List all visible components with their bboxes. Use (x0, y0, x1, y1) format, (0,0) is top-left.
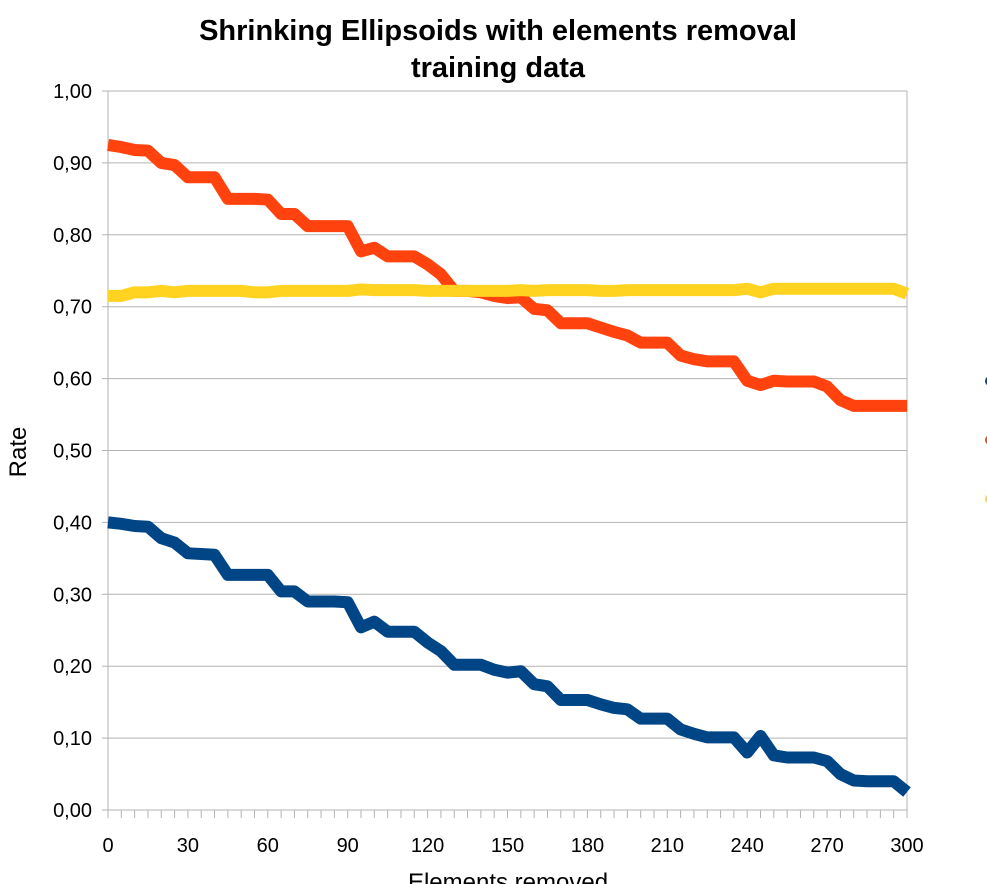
x-axis-label: Elements removed (408, 869, 608, 884)
chart-title-line-2: training data (411, 52, 586, 84)
axes (102, 90, 908, 818)
x-tick-label: 120 (411, 835, 444, 857)
x-tick-label: 210 (651, 835, 684, 857)
x-tick-label: 60 (257, 835, 279, 857)
gridlines (108, 90, 908, 811)
x-tick-label: 90 (337, 835, 359, 857)
x-tick-labels: 0 30 60 90 120 150 180 210 240 270 300 (102, 835, 923, 857)
y-tick-label: 0,90 (53, 153, 92, 175)
y-tick-label: 0,40 (53, 512, 92, 534)
y-axis-label: Rate (5, 427, 32, 478)
y-tick-labels: 0,00 0,10 0,20 0,30 0,40 0,50 0,60 0,70 0,80 0,90… (53, 81, 92, 822)
y-tick-label: 0,80 (53, 225, 92, 247)
y-tick-label: 0,20 (53, 656, 92, 678)
x-tick-label: 30 (177, 835, 199, 857)
x-tick-label: 240 (731, 835, 764, 857)
x-tick-label: 270 (810, 835, 843, 857)
x-tick-label: 300 (890, 835, 923, 857)
series-line-3 (108, 282, 910, 302)
y-tick-label: 0,50 (53, 441, 92, 463)
x-tick-label: 180 (571, 835, 604, 857)
series-line-2 (107, 139, 907, 412)
y-tick-label: 1,00 (53, 81, 92, 103)
y-tick-label: 0,60 (53, 369, 92, 391)
y-tick-label: 0,10 (53, 728, 92, 750)
y-tick-label: 0,70 (53, 297, 92, 319)
chart-title-line-1: Shrinking Ellipsoids with elements remov… (199, 15, 797, 47)
series-lines (107, 139, 911, 797)
series-line-1 (107, 516, 911, 797)
y-tick-label: 0,00 (53, 800, 92, 822)
x-tick-label: 0 (102, 835, 113, 857)
y-tick-label: 0,30 (53, 584, 92, 606)
x-tick-label: 150 (491, 835, 524, 857)
